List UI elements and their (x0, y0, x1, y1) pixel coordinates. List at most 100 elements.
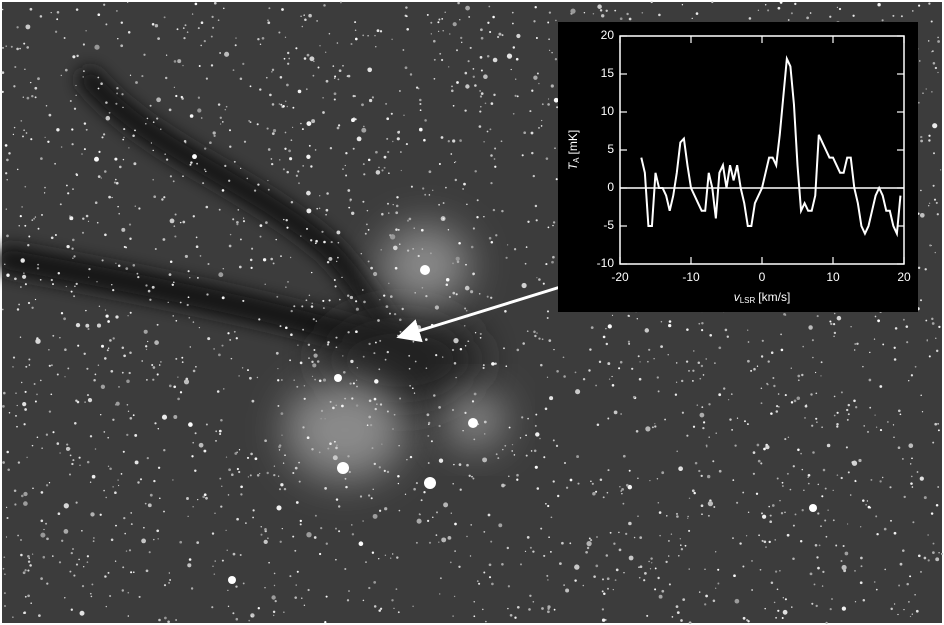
star (933, 543, 935, 545)
star (326, 209, 329, 212)
star (49, 482, 50, 483)
star (619, 549, 622, 552)
star (153, 195, 156, 198)
star (302, 128, 304, 130)
star (112, 289, 114, 291)
star (548, 227, 550, 229)
star (185, 378, 188, 381)
star (612, 315, 613, 316)
star (501, 563, 504, 566)
star (513, 113, 515, 115)
star (6, 517, 8, 519)
star (658, 390, 660, 392)
star (607, 492, 609, 494)
star (45, 137, 46, 138)
star (63, 317, 66, 320)
star (474, 84, 477, 87)
star (67, 367, 69, 369)
star (184, 140, 187, 143)
star (268, 189, 270, 191)
star (85, 30, 86, 31)
star (102, 259, 104, 261)
star (379, 340, 381, 342)
star (264, 587, 265, 588)
star (826, 536, 828, 538)
star (700, 413, 705, 418)
star (340, 1, 342, 3)
star (664, 419, 666, 421)
star (277, 405, 279, 407)
star (169, 579, 171, 581)
star (244, 141, 246, 143)
star (115, 179, 117, 181)
star (279, 159, 280, 160)
star (164, 584, 166, 586)
star (386, 305, 389, 308)
star (342, 65, 344, 67)
star (83, 70, 85, 72)
star (874, 338, 875, 339)
star (327, 261, 329, 263)
star (307, 436, 310, 439)
star (168, 582, 170, 584)
star (768, 506, 770, 508)
star (910, 482, 913, 485)
star (750, 370, 752, 372)
star (607, 588, 609, 590)
star (920, 476, 924, 480)
star (502, 449, 503, 450)
star (332, 407, 335, 410)
star (836, 423, 839, 426)
star (129, 549, 131, 551)
star (676, 382, 677, 383)
star (522, 342, 525, 345)
star (131, 523, 133, 525)
star (190, 164, 192, 166)
star (170, 218, 175, 223)
star (847, 419, 849, 421)
star (862, 499, 865, 502)
star (188, 516, 189, 517)
star (465, 84, 469, 88)
star (283, 168, 285, 170)
star (44, 192, 45, 193)
star (225, 109, 227, 111)
star (281, 379, 282, 380)
star (715, 551, 716, 552)
star (30, 82, 31, 83)
star (776, 410, 779, 413)
star (18, 304, 20, 306)
star (149, 551, 151, 553)
star (235, 585, 237, 587)
star (892, 15, 894, 17)
star (76, 564, 78, 566)
star (504, 445, 506, 447)
star (933, 152, 935, 154)
star (543, 555, 545, 557)
star (337, 78, 339, 80)
star (192, 13, 193, 14)
y-tick-label: 10 (601, 104, 615, 118)
star (40, 380, 42, 382)
star (551, 516, 553, 518)
star (422, 248, 424, 250)
star (764, 541, 767, 544)
star (520, 437, 521, 438)
star (782, 482, 784, 484)
star (485, 621, 487, 623)
star (257, 183, 259, 185)
star (223, 388, 224, 389)
star (607, 469, 609, 471)
star (563, 375, 566, 378)
star (365, 561, 367, 563)
star (368, 587, 370, 589)
star (908, 601, 910, 603)
star (512, 23, 514, 25)
star (405, 66, 408, 69)
star (204, 147, 206, 149)
star (266, 472, 268, 474)
star (104, 357, 107, 360)
star (319, 452, 321, 454)
star (699, 378, 701, 380)
star (292, 536, 294, 538)
